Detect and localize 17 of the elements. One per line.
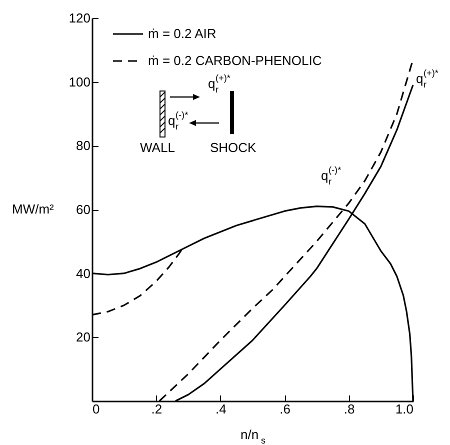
- x-tick-label: .8: [344, 402, 355, 416]
- y-tick-label: 40: [76, 266, 90, 281]
- y-tick-label: 120: [68, 10, 90, 26]
- legend-label: ṁ = 0.2 CARBON-PHENOLIC: [148, 53, 322, 68]
- x-tick-label: .6: [280, 402, 291, 416]
- x-tick-label: 1.0: [395, 402, 414, 416]
- x-tick-label: .4: [215, 402, 226, 416]
- y-tick-label: 20: [76, 330, 90, 345]
- legend-label: ṁ = 0.2 AIR: [148, 26, 216, 41]
- annotation: SHOCK: [210, 140, 257, 155]
- y-tick-label: 80: [76, 138, 90, 154]
- x-tick-label: 0: [92, 402, 100, 416]
- y-axis-title: MW/m²: [12, 202, 55, 216]
- y-tick-label: 100: [68, 74, 90, 90]
- annotation: WALL: [140, 140, 175, 155]
- x-tick-label: .2: [151, 402, 162, 416]
- y-tick-label: 60: [76, 202, 90, 217]
